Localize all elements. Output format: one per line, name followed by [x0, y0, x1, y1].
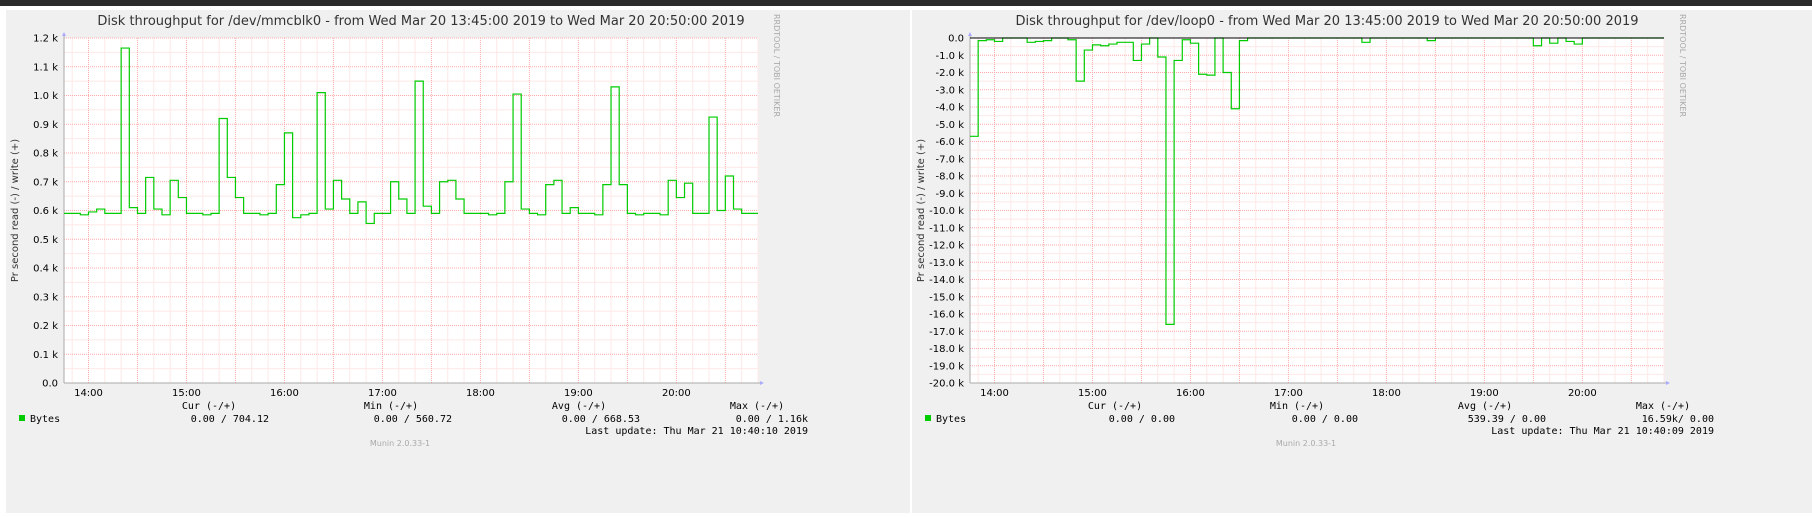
top-bar [0, 0, 1812, 6]
legend-min-value: 0.00 / 0.00 [1292, 414, 1358, 425]
y-tick-label: 0.0 [948, 34, 964, 45]
y-tick-label: 1.2 k [33, 34, 58, 45]
y-tick-label: -18.0 k [929, 344, 964, 355]
chart-title: Disk throughput for /dev/loop0 - from We… [1015, 14, 1638, 29]
munin-version: Munin 2.0.33-1 [370, 439, 430, 448]
y-tick-label: -20.0 k [929, 379, 964, 390]
series-line-bytes [970, 37, 1664, 325]
y-tick-label: 0.6 k [33, 206, 58, 217]
legend-header-avg: Avg (-/+) [1458, 401, 1512, 412]
y-tick-label: -17.0 k [929, 327, 964, 338]
y-axis-arrow [968, 32, 972, 36]
series-line-bytes [64, 47, 758, 225]
rrdtool-watermark: RRDTOOL / TOBI OETIKER [772, 14, 781, 117]
y-tick-label: 0.8 k [33, 149, 58, 160]
y-tick-label: -12.0 k [929, 241, 964, 252]
y-tick-label: -11.0 k [929, 223, 964, 234]
y-tick-label: 0.0 [42, 379, 58, 390]
legend-cur-value: 0.00 / 704.12 [191, 414, 269, 425]
y-tick-label: -3.0 k [936, 85, 965, 96]
y-tick-label: -4.0 k [936, 103, 965, 114]
x-tick-label: 14:00 [980, 388, 1009, 399]
legend-header-cur: Cur (-/+) [182, 401, 236, 412]
x-tick-label: 17:00 [368, 388, 397, 399]
y-tick-label: -19.0 k [929, 361, 964, 372]
x-tick-label: 14:00 [74, 388, 103, 399]
legend-series-name: Bytes [936, 414, 966, 425]
legend-header-cur: Cur (-/+) [1088, 401, 1142, 412]
y-tick-label: -5.0 k [936, 120, 965, 131]
rrdtool-watermark: RRDTOOL / TOBI OETIKER [1678, 14, 1687, 117]
y-tick-label: -9.0 k [936, 189, 965, 200]
y-tick-label: 0.9 k [33, 120, 58, 131]
graph-panel-loop0: 0.0 -1.0 k -2.0 k -3.0 k -4.0 k -5.0 k -6.0 k -… [912, 10, 1812, 513]
y-axis-arrow [62, 32, 66, 36]
chart-svg-mmcblk0: 0.0 0.1 k 0.2 k 0.3 k 0.4 k 0.5 k 0.6 k 0.7 k 0.… [10, 14, 808, 448]
y-tick-label: -7.0 k [936, 154, 965, 165]
x-tick-label: 18:00 [466, 388, 495, 399]
y-tick-label: 0.5 k [33, 235, 58, 246]
legend-swatch [19, 415, 25, 421]
chart-svg-loop0: 0.0 -1.0 k -2.0 k -3.0 k -4.0 k -5.0 k -6.0 k -… [916, 14, 1714, 448]
x-tick-label: 20:00 [1568, 388, 1597, 399]
legend-cur-value: 0.00 / 0.00 [1109, 414, 1175, 425]
legend-avg-value: 539.39 / 0.00 [1468, 414, 1546, 425]
y-tick-label: -16.0 k [929, 310, 964, 321]
y-tick-label: -2.0 k [936, 68, 965, 79]
last-update-text: Last update: Thu Mar 21 10:40:09 2019 [1491, 426, 1714, 437]
y-tick-label: -10.0 k [929, 206, 964, 217]
y-tick-label: -1.0 k [936, 51, 965, 62]
legend-header-avg: Avg (-/+) [552, 401, 606, 412]
y-tick-label: -14.0 k [929, 275, 964, 286]
x-axis-arrow [1666, 381, 1670, 385]
x-tick-label: 15:00 [172, 388, 201, 399]
legend-series-name: Bytes [30, 414, 60, 425]
x-tick-label: 20:00 [662, 388, 691, 399]
y-tick-label: 0.7 k [33, 177, 58, 188]
legend-min-value: 0.00 / 560.72 [374, 414, 452, 425]
legend-header-min: Min (-/+) [1270, 401, 1324, 412]
x-tick-label: 17:00 [1274, 388, 1303, 399]
legend-header-min: Min (-/+) [364, 401, 418, 412]
chart-title: Disk throughput for /dev/mmcblk0 - from … [97, 14, 744, 29]
graph-panel-mmcblk0: 0.0 0.1 k 0.2 k 0.3 k 0.4 k 0.5 k 0.6 k 0.7 k 0.… [6, 10, 910, 513]
y-tick-label: 0.1 k [33, 350, 58, 361]
legend-header-max: Max (-/+) [1636, 401, 1690, 412]
y-tick-label: 1.1 k [33, 62, 58, 73]
x-axis-arrow [760, 381, 764, 385]
x-tick-label: 18:00 [1372, 388, 1401, 399]
y-tick-label: 0.4 k [33, 264, 58, 275]
y-tick-label: 0.3 k [33, 292, 58, 303]
x-tick-label: 15:00 [1078, 388, 1107, 399]
y-tick-label: 1.0 k [33, 91, 58, 102]
legend-header-max: Max (-/+) [730, 401, 784, 412]
legend-max-value: 0.00 / 1.16k [736, 414, 808, 425]
y-axis-label: Pr second read (-) / write (+) [916, 139, 927, 282]
y-tick-label: 0.2 k [33, 321, 58, 332]
munin-version: Munin 2.0.33-1 [1276, 439, 1336, 448]
x-tick-label: 16:00 [270, 388, 299, 399]
x-tick-label: 19:00 [1470, 388, 1499, 399]
y-tick-label: -6.0 k [936, 137, 965, 148]
x-tick-label: 16:00 [1176, 388, 1205, 399]
x-tick-label: 19:00 [564, 388, 593, 399]
legend-avg-value: 0.00 / 668.53 [562, 414, 640, 425]
legend-swatch [925, 415, 931, 421]
y-tick-label: -13.0 k [929, 258, 964, 269]
y-tick-label: -8.0 k [936, 172, 965, 183]
y-tick-label: -15.0 k [929, 292, 964, 303]
last-update-text: Last update: Thu Mar 21 10:40:10 2019 [585, 426, 808, 437]
legend-max-value: 16.59k/ 0.00 [1642, 414, 1714, 425]
y-axis-label: Pr second read (-) / write (+) [10, 139, 21, 282]
